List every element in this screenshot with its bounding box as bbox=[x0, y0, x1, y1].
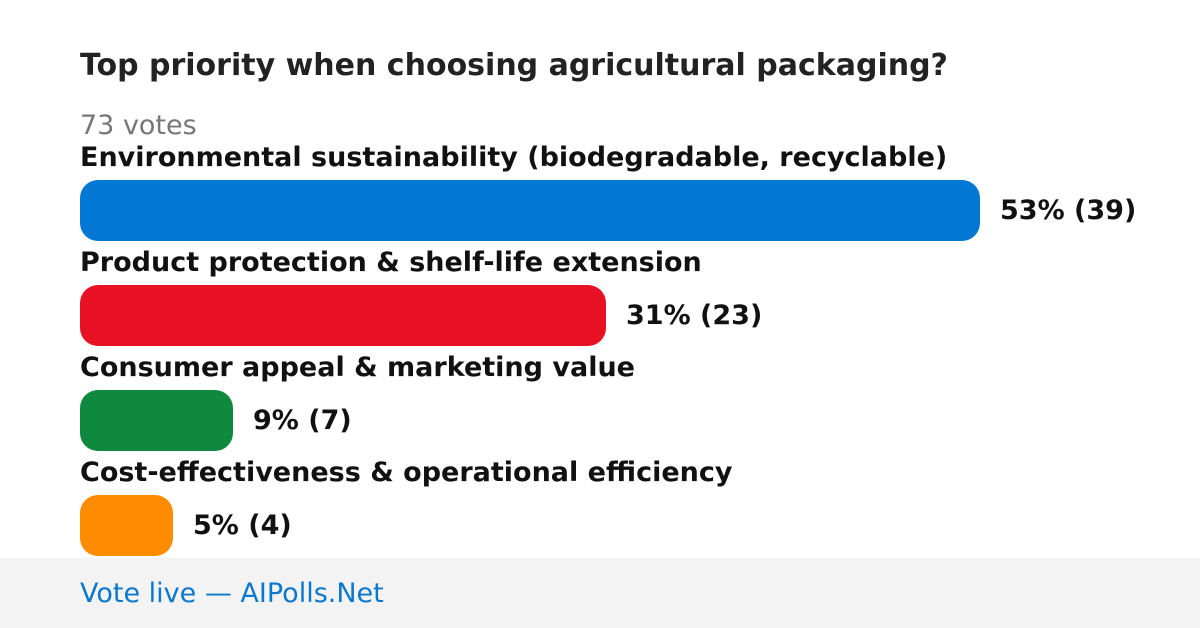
vote-count: 73 votes bbox=[80, 110, 197, 141]
result-bar bbox=[80, 180, 980, 241]
result-percentage-label: 53% (39) bbox=[1000, 195, 1137, 226]
option-label: Product protection & shelf-life extensio… bbox=[80, 247, 702, 278]
result-percentage-label: 31% (23) bbox=[626, 300, 763, 331]
result-bar bbox=[80, 285, 606, 346]
result-bar bbox=[80, 495, 173, 556]
option-label: Cost-effectiveness & operational efficie… bbox=[80, 457, 733, 488]
poll-title: Top priority when choosing agricultural … bbox=[80, 48, 948, 83]
option-label: Consumer appeal & marketing value bbox=[80, 352, 635, 383]
result-bar bbox=[80, 390, 233, 451]
result-percentage-label: 9% (7) bbox=[253, 405, 352, 436]
footer-bar: Vote live — AIPolls.Net bbox=[0, 558, 1200, 628]
vote-live-link[interactable]: Vote live — AIPolls.Net bbox=[80, 578, 384, 609]
option-label: Environmental sustainability (biodegrada… bbox=[80, 142, 948, 173]
result-percentage-label: 5% (4) bbox=[193, 510, 292, 541]
